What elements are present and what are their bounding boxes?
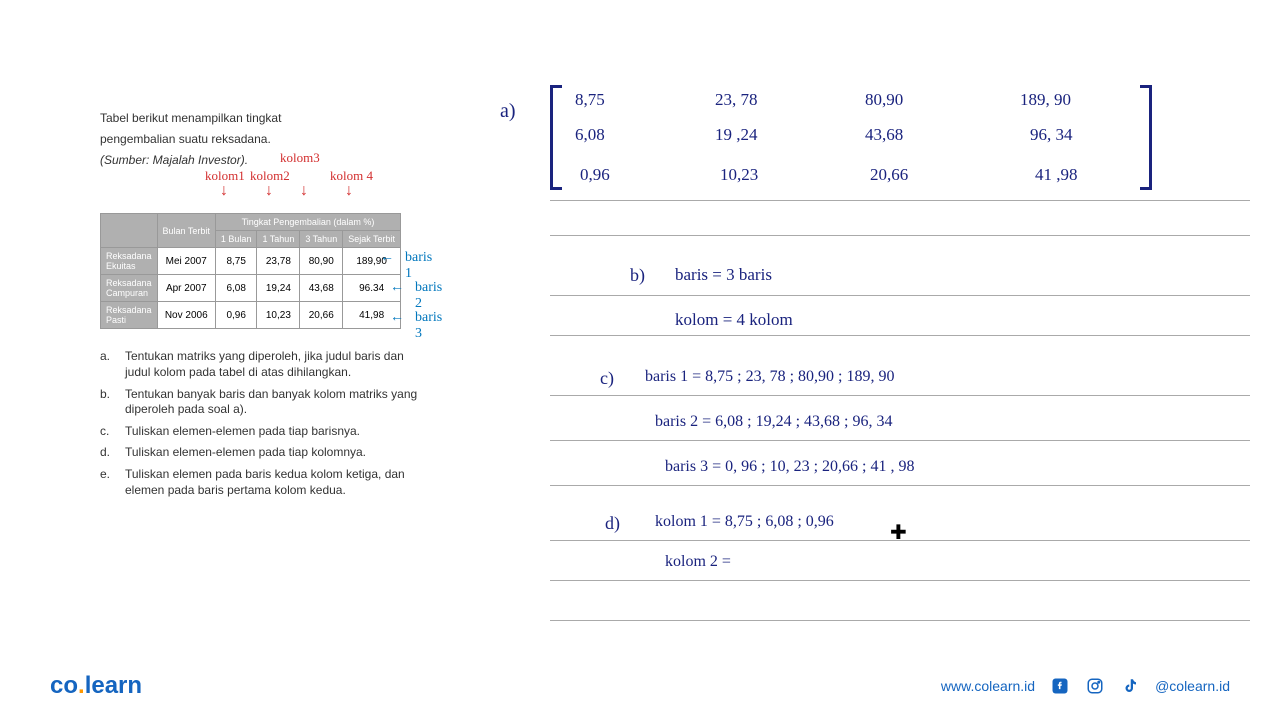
th-bulan-terbit: Bulan Terbit <box>157 214 215 248</box>
hw-c-line2: baris 2 = 6,08 ; 19,24 ; 43,68 ; 96, 34 <box>655 413 892 431</box>
baris1-label: baris 1 <box>405 250 432 282</box>
arrow-left-icon: ← <box>390 280 404 296</box>
m-r2c2: 19 ,24 <box>715 125 758 145</box>
m-r1c4: 189, 90 <box>1020 90 1071 110</box>
footer-right: www.colearn.id @colearn.id <box>941 676 1230 696</box>
hw-d-label: d) <box>605 513 620 534</box>
ruled-line <box>550 580 1250 581</box>
questions-list: a.Tentukan matriks yang diperoleh, jika … <box>100 349 420 498</box>
hw-b-line1: baris = 3 baris <box>675 265 772 285</box>
m-r1c3: 80,90 <box>865 90 903 110</box>
baris2-label: baris 2 <box>415 280 442 312</box>
cursor-icon: ✚ <box>890 520 907 545</box>
arrow-down-icon: ↓ <box>300 182 308 200</box>
hw-a-label: a) <box>500 100 516 123</box>
th-1bulan: 1 Bulan <box>215 231 257 248</box>
arrow-down-icon: ↓ <box>265 182 273 200</box>
facebook-icon <box>1050 676 1070 696</box>
footer-url: www.colearn.id <box>941 678 1035 694</box>
q-text-b: Tentukan banyak baris dan banyak kolom m… <box>125 387 420 418</box>
problem-line2: pengembalian suatu reksadana. <box>100 131 420 148</box>
hw-c-line3: baris 3 = 0, 96 ; 10, 23 ; 20,66 ; 41 , … <box>665 458 914 476</box>
ruled-line <box>550 335 1250 336</box>
problem-source: (Sumber: Majalah Investor). <box>100 152 420 169</box>
hw-d-line2: kolom 2 = <box>665 553 731 571</box>
q-label-b: b. <box>100 387 125 418</box>
logo: co.learn <box>50 672 142 700</box>
q-label-c: c. <box>100 424 125 440</box>
q-label-e: e. <box>100 467 125 498</box>
th-3tahun: 3 Tahun <box>300 231 343 248</box>
table-row: Reksadana Campuran Apr 2007 6,08 19,24 4… <box>101 275 401 302</box>
ruled-line <box>550 620 1250 621</box>
problem-panel: Tabel berikut menampilkan tingkat pengem… <box>100 110 420 504</box>
q-label-a: a. <box>100 349 125 380</box>
reksadana-table: Bulan Terbit Tingkat Pengembalian (dalam… <box>100 213 401 329</box>
table-row: Reksadana Ekuitas Mei 2007 8,75 23,78 80… <box>101 248 401 275</box>
q-text-a: Tentukan matriks yang diperoleh, jika ju… <box>125 349 420 380</box>
ruled-line <box>550 485 1250 486</box>
arrow-left-icon: ← <box>390 310 404 326</box>
logo-dot: . <box>78 672 85 699</box>
m-r2c1: 6,08 <box>575 125 605 145</box>
hw-d-line1: kolom 1 = 8,75 ; 6,08 ; 0,96 <box>655 513 834 531</box>
m-r3c2: 10,23 <box>720 165 758 185</box>
q-text-d: Tuliskan elemen-elemen pada tiap kolomny… <box>125 445 366 461</box>
th-tingkat: Tingkat Pengembalian (dalam %) <box>215 214 400 231</box>
logo-learn: learn <box>85 672 142 699</box>
hw-c-line1: baris 1 = 8,75 ; 23, 78 ; 80,90 ; 189, 9… <box>645 368 894 386</box>
ruled-line <box>550 235 1250 236</box>
m-r2c4: 96, 34 <box>1030 125 1073 145</box>
ruled-line <box>550 295 1250 296</box>
q-label-d: d. <box>100 445 125 461</box>
matrix-bracket-right <box>1140 85 1152 190</box>
q-text-e: Tuliskan elemen pada baris kedua kolom k… <box>125 467 420 498</box>
kolom3-label: kolom3 <box>280 150 320 166</box>
footer: co.learn www.colearn.id @colearn.id <box>0 672 1280 700</box>
th-blank <box>101 214 158 248</box>
m-r3c3: 20,66 <box>870 165 908 185</box>
table-row: Reksadana Pasti Nov 2006 0,96 10,23 20,6… <box>101 302 401 329</box>
ruled-line <box>550 200 1250 201</box>
arrow-down-icon: ↓ <box>345 182 353 200</box>
hw-c-label: c) <box>600 368 614 389</box>
m-r2c3: 43,68 <box>865 125 903 145</box>
arrow-left-icon: ← <box>380 250 394 266</box>
ruled-line <box>550 395 1250 396</box>
q-text-c: Tuliskan elemen-elemen pada tiap barisny… <box>125 424 360 440</box>
instagram-icon <box>1085 676 1105 696</box>
matrix-bracket-left <box>550 85 562 190</box>
tiktok-icon <box>1120 676 1140 696</box>
th-1tahun: 1 Tahun <box>257 231 300 248</box>
m-r1c1: 8,75 <box>575 90 605 110</box>
m-r3c4: 41 ,98 <box>1035 165 1078 185</box>
m-r3c1: 0,96 <box>580 165 610 185</box>
th-sejak: Sejak Terbit <box>343 231 401 248</box>
problem-line1: Tabel berikut menampilkan tingkat <box>100 110 420 127</box>
ruled-line <box>550 440 1250 441</box>
baris3-label: baris 3 <box>415 310 442 342</box>
footer-handle: @colearn.id <box>1155 678 1230 694</box>
m-r1c2: 23, 78 <box>715 90 758 110</box>
hw-b-label: b) <box>630 265 645 286</box>
hw-b-line2: kolom = 4 kolom <box>675 310 793 330</box>
arrow-down-icon: ↓ <box>220 182 228 200</box>
logo-co: co <box>50 672 78 699</box>
